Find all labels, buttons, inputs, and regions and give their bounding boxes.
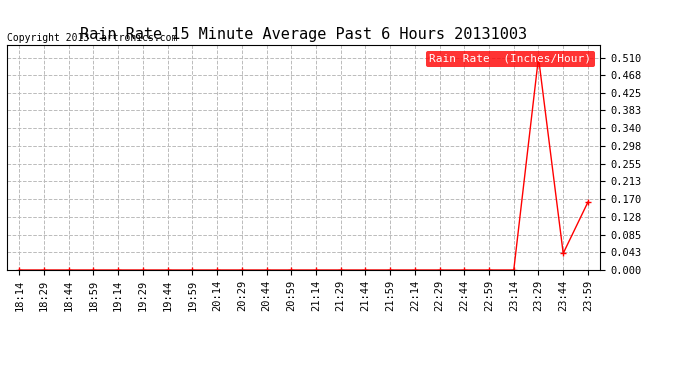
Title: Rain Rate 15 Minute Average Past 6 Hours 20131003: Rain Rate 15 Minute Average Past 6 Hours… — [80, 27, 527, 42]
Text: Copyright 2013 Cartronics.com: Copyright 2013 Cartronics.com — [7, 33, 177, 43]
Legend: Rain Rate  (Inches/Hour): Rain Rate (Inches/Hour) — [426, 51, 595, 67]
